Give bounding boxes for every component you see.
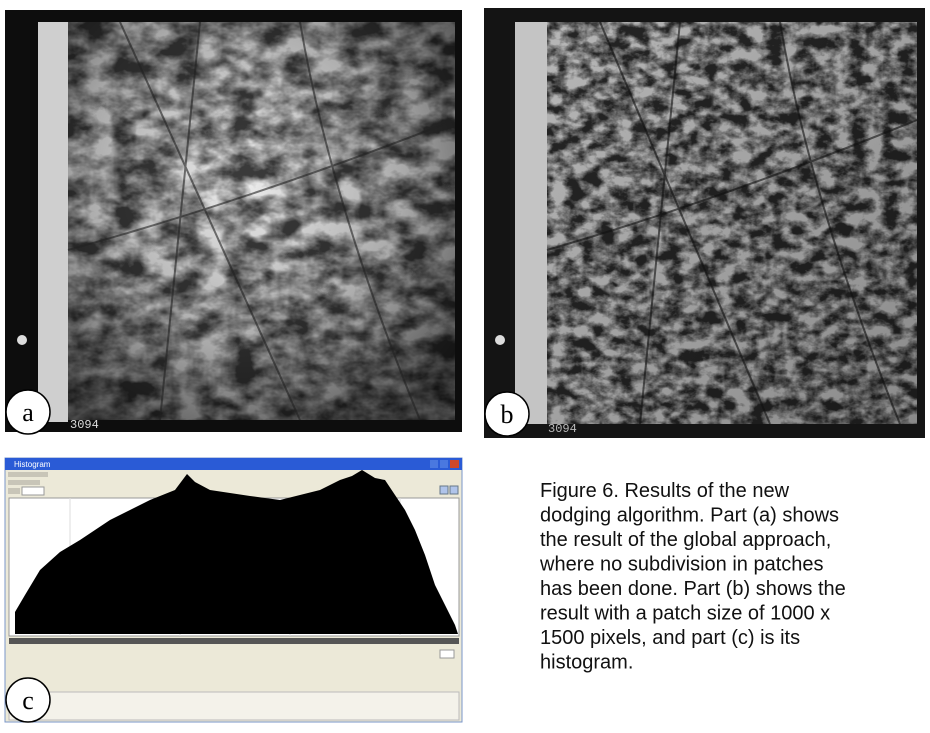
figure: 3094 a 3094 b Histogram c Figure 6. xyxy=(0,0,930,733)
photo-b: 3094 b xyxy=(484,8,925,438)
caption-line: Figure 6. Results of the new xyxy=(540,480,790,502)
window-title: Histogram xyxy=(14,460,51,469)
histogram-window: Histogram c xyxy=(5,458,462,722)
caption: Figure 6. Results of the new dodging algo… xyxy=(539,480,846,674)
caption-line: dodging algorithm. Part (a) shows xyxy=(540,505,839,527)
panel-label: c xyxy=(22,686,34,715)
caption-line: has been done. Part (b) shows the xyxy=(540,578,846,600)
panel-label: b xyxy=(501,400,514,429)
photo-a: 3094 a xyxy=(5,10,462,434)
panel-label: a xyxy=(22,398,34,427)
caption-line: where no subdivision in patches xyxy=(539,554,824,576)
frame-number: 3094 xyxy=(548,422,577,436)
caption-line: the result of the global approach, xyxy=(540,529,831,551)
frame-number: 3094 xyxy=(70,418,99,432)
caption-line: 1500 pixels, and part (c) is its xyxy=(540,627,800,649)
caption-line: histogram. xyxy=(540,652,633,674)
caption-line: result with a patch size of 1000 x xyxy=(540,603,830,625)
